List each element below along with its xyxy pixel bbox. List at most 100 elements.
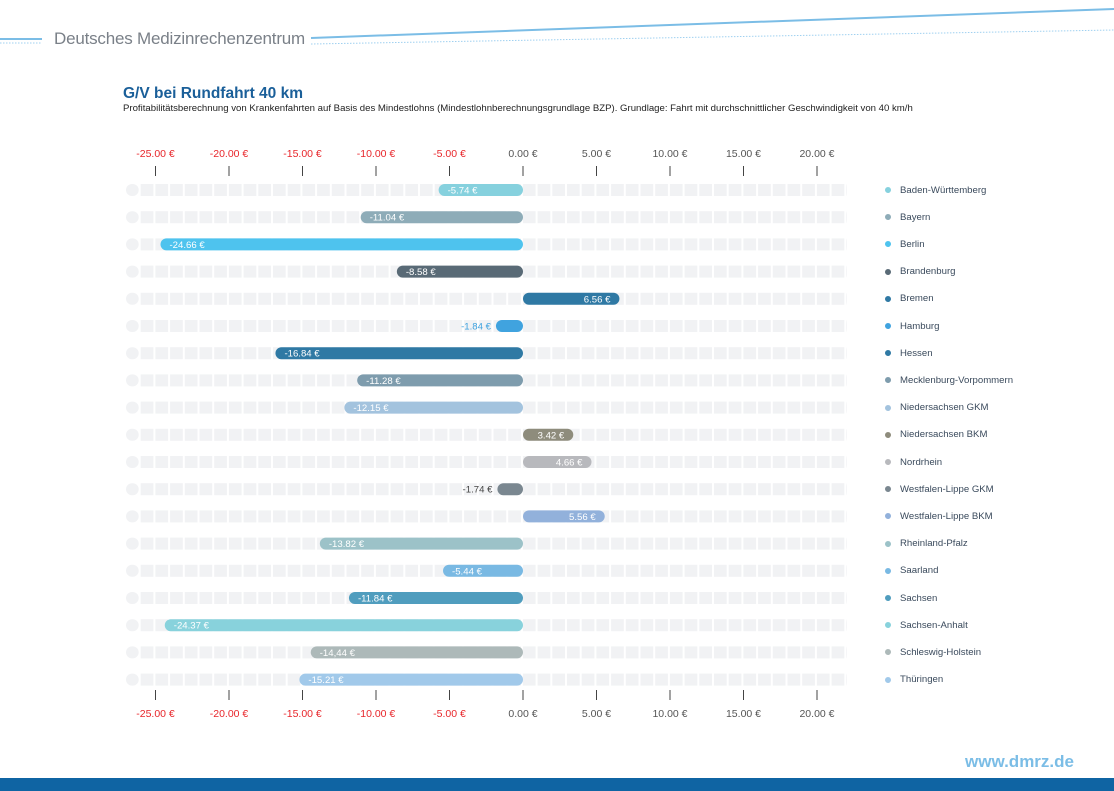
track-segment [728, 320, 742, 332]
track-segment [625, 456, 639, 468]
legend-label: Brandenburg [900, 266, 956, 278]
track-segment [581, 592, 595, 604]
track-segment [317, 456, 330, 468]
track-segment [331, 292, 345, 305]
track-segment [508, 428, 521, 441]
legend-dot-icon [885, 567, 891, 574]
track-segment [802, 537, 815, 550]
track-segment [802, 401, 815, 414]
track-segment [258, 537, 271, 550]
track-segment [346, 265, 360, 278]
website-link[interactable]: www.dmrz.de [965, 752, 1074, 771]
legend-dot-icon [885, 214, 891, 221]
track-segment [214, 292, 227, 305]
track-segment [640, 347, 654, 360]
track-segment [816, 292, 830, 305]
track-segment [728, 374, 742, 387]
track-segment [567, 483, 580, 496]
track-segment [243, 510, 257, 523]
track-segment [640, 537, 654, 550]
track-segment [699, 292, 712, 305]
track-segment [625, 592, 639, 604]
track-segment [390, 564, 404, 577]
track-segment [596, 646, 610, 659]
track-segment [596, 211, 610, 224]
legend-item: Hamburg [885, 319, 939, 333]
bottom-tick-label: -20.00 € [210, 708, 249, 720]
track-segment [522, 619, 536, 632]
legend-dot-icon [885, 404, 891, 411]
track-segment [596, 428, 610, 441]
track-segment [214, 320, 227, 332]
track-segment [214, 265, 227, 278]
header-line-right [310, 8, 1114, 39]
track-segment [287, 184, 301, 196]
track-segment [155, 537, 169, 550]
track-segment [552, 347, 565, 360]
legend-label: Westfalen-Lippe BKM [900, 510, 993, 522]
track-segment [758, 292, 771, 305]
track-segment [184, 510, 198, 523]
value-label: -24.37 € [174, 621, 210, 632]
bottom-tick-label: -5.00 € [433, 708, 466, 720]
track-segment [243, 428, 257, 441]
track-segment [214, 456, 227, 468]
track-segment [258, 592, 271, 604]
track-segment [199, 292, 213, 305]
track-segment [625, 401, 639, 414]
track-segment [846, 238, 847, 251]
legend-item: Niedersachsen GKM [885, 401, 989, 415]
track-segment [684, 292, 698, 305]
track-segment [537, 401, 551, 414]
track-segment [170, 211, 183, 224]
track-segment [405, 428, 418, 441]
track-segment [758, 673, 771, 686]
track-segment [846, 211, 847, 224]
track-segment [581, 211, 595, 224]
track-segment [537, 374, 551, 387]
track-segment [273, 673, 286, 686]
legend-label: Saarland [900, 565, 939, 577]
track-segment [228, 374, 242, 387]
track-segment [655, 184, 668, 196]
value-label: -5.74 € [448, 186, 479, 197]
track-segment [155, 483, 169, 496]
track-segment [831, 592, 845, 604]
track-segment [126, 619, 139, 632]
track-segment [567, 238, 580, 251]
track-segment [787, 619, 801, 632]
track-segment [802, 456, 815, 468]
track-segment [699, 265, 712, 278]
track-segment [699, 646, 712, 659]
track-segment [420, 428, 433, 441]
track-segment [390, 510, 404, 523]
track-segment [669, 537, 683, 550]
track-segment [846, 184, 847, 196]
track-segment [714, 592, 727, 604]
value-label: 3.42 € [538, 430, 565, 441]
track-segment [214, 211, 227, 224]
track-segment [184, 184, 198, 196]
track-segment [699, 510, 712, 523]
track-segment [243, 592, 257, 604]
track-segment [655, 211, 668, 224]
track-segment [317, 292, 330, 305]
track-segment [287, 211, 301, 224]
track-segment [273, 456, 286, 468]
track-segment [140, 347, 154, 360]
track-segment [331, 428, 345, 441]
track-segment [802, 673, 815, 686]
track-segment [552, 619, 565, 632]
track-segment [772, 564, 786, 577]
track-segment [772, 184, 786, 196]
track-segment [684, 374, 698, 387]
track-segment [302, 401, 316, 414]
track-segment [581, 646, 595, 659]
track-segment [214, 374, 227, 387]
track-segment [816, 265, 830, 278]
track-segment [331, 483, 345, 496]
legend-item: Thüringen [885, 673, 943, 687]
track-segment [699, 211, 712, 224]
track-segment [243, 184, 257, 196]
track-segment [743, 428, 757, 441]
